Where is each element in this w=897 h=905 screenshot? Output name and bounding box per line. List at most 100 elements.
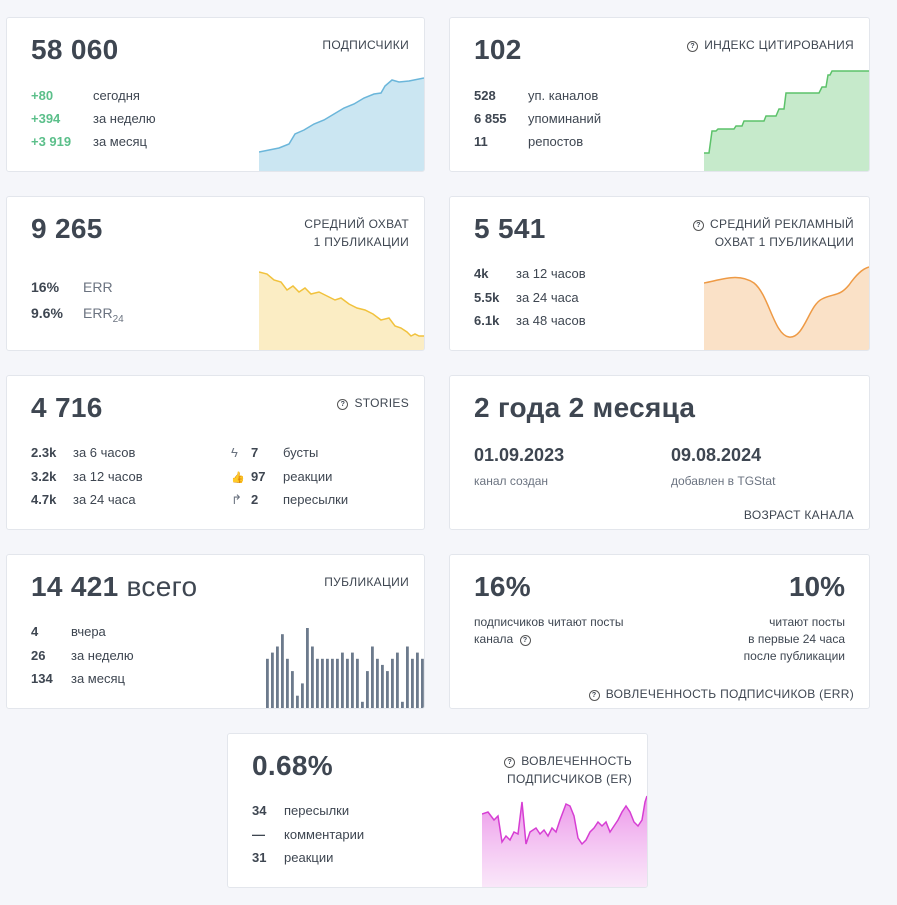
stat-label: пересылки [284, 803, 350, 818]
help-icon[interactable]: ? [693, 220, 705, 231]
ad-reach-sparkline [704, 266, 869, 350]
help-icon[interactable]: ? [519, 635, 531, 646]
stat-row: +394 за неделю [31, 111, 156, 126]
publications-value: 14 421 всего [31, 571, 198, 602]
stat-row: 4k за 12 часов [474, 266, 586, 281]
help-icon[interactable]: ? [504, 757, 516, 768]
stat-row: 4 вчера [31, 624, 106, 639]
thumbs-up-icon: 👍 [231, 472, 245, 484]
stat-label: сегодня [93, 88, 140, 103]
stat-label: ERR24 [83, 305, 124, 325]
stat-row: 9.6% ERR24 [31, 305, 124, 325]
subscribers-card[interactable]: 58 060 ПОДПИСЧИКИ +80 сегодня +394 за неде… [6, 17, 425, 172]
stat-value: 134 [31, 671, 53, 686]
publication-bar [296, 695, 299, 708]
stat-row: 34 пересылки [252, 803, 349, 818]
publication-bar [346, 658, 349, 708]
publications-card[interactable]: 14 421 всего ПУБЛИКАЦИИ 4 вчера 26 за неде… [6, 554, 425, 709]
help-icon[interactable]: ? [687, 41, 699, 52]
er-value: 0.68% [252, 750, 333, 781]
publication-bar [276, 646, 279, 708]
avg-reach-card[interactable]: 9 265 СРЕДНИЙ ОХВАТ 1 ПУБЛИКАЦИИ 16% ERR 9… [6, 196, 425, 351]
stat-label: уп. каналов [528, 88, 599, 103]
stat-label: за 48 часов [516, 313, 586, 328]
err-right-caption: читают посты в первые 24 часа после публ… [743, 615, 845, 663]
publications-bar-chart [266, 628, 424, 708]
err-left-value: 16% [474, 571, 531, 602]
err-right-value: 10% [788, 571, 845, 602]
publication-bar [291, 671, 294, 708]
created-label: канал создан [474, 474, 549, 488]
avg-reach-value: 9 265 [31, 213, 103, 244]
help-icon[interactable]: ? [588, 690, 600, 701]
err-card[interactable]: 16% 10% подписчиков читают посты канала … [449, 554, 870, 709]
stories-value: 4 716 [31, 392, 103, 423]
publication-bar [266, 658, 269, 708]
stat-row: 16% ERR [31, 279, 113, 295]
added-date: 09.08.2024 [671, 445, 762, 465]
stat-row: 6.1k за 48 часов [474, 313, 586, 328]
stat-value: 528 [474, 88, 496, 103]
publication-bar [391, 658, 394, 708]
stories-title: ? STORIES [337, 394, 409, 412]
stat-value: 3.2k [31, 469, 57, 484]
stat-label: комментарии [284, 827, 365, 842]
stat-row: 5.5k за 24 часа [474, 290, 579, 305]
help-icon[interactable]: ? [337, 399, 349, 410]
publications-title: ПУБЛИКАЦИИ [324, 575, 409, 589]
stat-row: 3.2k за 12 часов [31, 469, 143, 484]
citation-sparkline [704, 70, 869, 171]
stat-label: бусты [283, 445, 319, 460]
stat-value: — [252, 827, 265, 842]
publication-bar [306, 628, 309, 708]
citation-card[interactable]: 102 ? ИНДЕКС ЦИТИРОВАНИЯ 528 уп. каналов 6… [449, 17, 870, 172]
stat-label: за месяц [93, 134, 147, 149]
publication-bar [361, 701, 364, 708]
stories-card[interactable]: 4 716 ? STORIES 2.3k за 6 часов 3.2k за 12 … [6, 375, 425, 530]
channel-age-title: ВОЗРАСТ КАНАЛА [743, 508, 854, 522]
stat-label: репостов [528, 134, 584, 149]
stat-row: 👍 97 реакции [231, 469, 332, 484]
publication-bar [316, 658, 319, 708]
stat-value: 6 855 [474, 111, 507, 126]
stat-value: 97 [251, 469, 266, 484]
publication-bar [416, 652, 419, 708]
stat-value: 5.5k [474, 290, 500, 305]
stat-label: пересылки [283, 492, 349, 507]
er-title: ? ВОВЛЕЧЕННОСТЬ ПОДПИСЧИКОВ (ER) [504, 752, 632, 788]
avg-reach-title: СРЕДНИЙ ОХВАТ 1 ПУБЛИКАЦИИ [304, 217, 409, 249]
publication-bar [386, 671, 389, 708]
publication-bar [321, 658, 324, 708]
stat-label: реакции [284, 850, 334, 865]
subscribers-title: ПОДПИСЧИКИ [322, 38, 409, 52]
publication-bar [336, 658, 339, 708]
stat-value: 31 [252, 850, 267, 865]
stat-label: за 12 часов [516, 266, 586, 281]
share-arrow-icon: ↱ [231, 492, 242, 507]
stat-label: за неделю [71, 648, 134, 663]
publication-bar [411, 658, 414, 708]
channel-age-card[interactable]: 2 года 2 месяца 01.09.2023 канал создан … [449, 375, 870, 530]
stat-value: 2 [251, 492, 259, 507]
stat-label: реакции [283, 469, 333, 484]
publication-bar [381, 664, 384, 708]
stat-value: 4k [474, 266, 489, 281]
stat-row: — комментарии [252, 827, 364, 842]
stat-value: 26 [31, 648, 46, 663]
er-sparkline [482, 795, 647, 887]
citation-index: 102 [474, 34, 522, 65]
publication-bar [351, 652, 354, 708]
publication-bar [421, 658, 424, 708]
stat-value: 9.6% [31, 305, 63, 321]
created-date: 01.09.2023 [474, 445, 565, 465]
stat-value: +394 [31, 111, 61, 126]
stat-row: +80 сегодня [31, 88, 140, 103]
publication-bar [311, 646, 314, 708]
stat-value: 2.3k [31, 445, 57, 460]
stat-row: 6 855 упоминаний [474, 111, 601, 126]
er-card[interactable]: 0.68% ? ВОВЛЕЧЕННОСТЬ ПОДПИСЧИКОВ (ER) 34 п… [227, 733, 648, 888]
avg-reach-sparkline [259, 271, 424, 350]
citation-title: ? ИНДЕКС ЦИТИРОВАНИЯ [687, 36, 854, 54]
stat-row: +3 919 за месяц [31, 134, 147, 149]
ad-reach-card[interactable]: 5 541 ? СРЕДНИЙ РЕКЛАМНЫЙ ОХВАТ 1 ПУБЛИКАЦ… [449, 196, 870, 351]
